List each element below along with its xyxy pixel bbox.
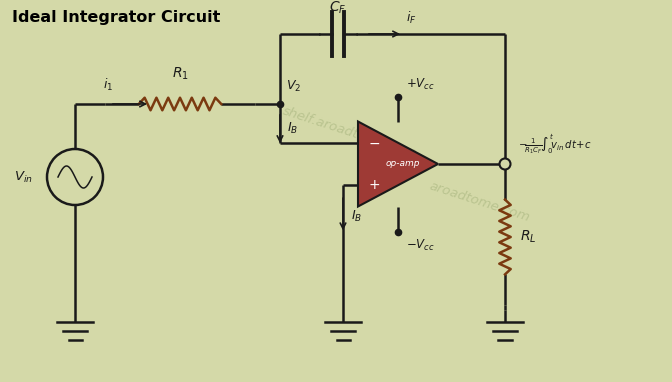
Text: $R_L$: $R_L$: [520, 229, 536, 245]
Text: $V_{in}$: $V_{in}$: [14, 170, 33, 185]
Polygon shape: [358, 121, 438, 207]
Text: $I_B$: $I_B$: [351, 209, 362, 224]
Text: $-V_{cc}$: $-V_{cc}$: [406, 238, 435, 253]
Text: $I_B$: $I_B$: [287, 121, 298, 136]
Text: shelf.aroadtome.com: shelf.aroadtome.com: [281, 104, 419, 160]
Text: $R_1$: $R_1$: [171, 66, 188, 82]
Text: $-\!\frac{1}{R_1C_F}\!\int_0^t\!v_{in}\,dt\!+\!c$: $-\!\frac{1}{R_1C_F}\!\int_0^t\!v_{in}\,…: [518, 133, 591, 156]
Circle shape: [499, 159, 511, 170]
Text: $i_F$: $i_F$: [406, 10, 417, 26]
Text: aroadtome.com: aroadtome.com: [428, 180, 532, 224]
Text: $-$: $-$: [368, 136, 380, 150]
Text: $V_2$: $V_2$: [286, 79, 301, 94]
Text: $+V_{cc}$: $+V_{cc}$: [406, 78, 435, 92]
Text: $C_F$: $C_F$: [329, 0, 347, 16]
Text: $+$: $+$: [368, 178, 380, 192]
Text: $i_1$: $i_1$: [103, 77, 113, 93]
Text: Ideal Integrator Circuit: Ideal Integrator Circuit: [12, 10, 220, 25]
Text: op-amp: op-amp: [386, 160, 420, 168]
